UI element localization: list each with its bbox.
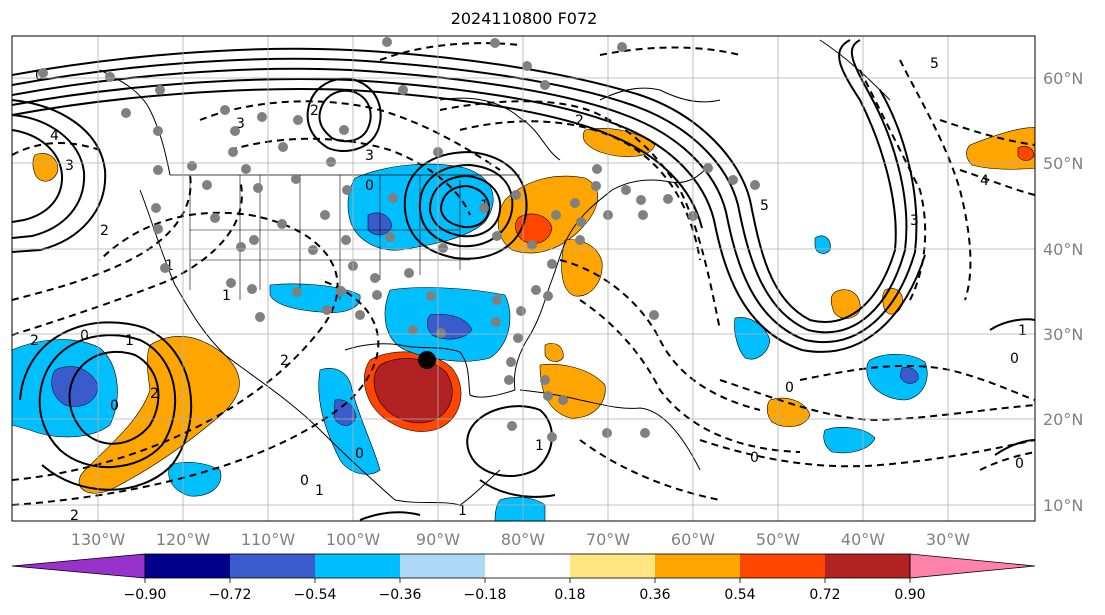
lon-label: 120°W (156, 530, 211, 549)
contour-label: 1 (1018, 323, 1027, 339)
contour-label: 2 (280, 353, 289, 369)
colorbar-segment (145, 554, 230, 578)
strong-negative-regions (51, 212, 919, 426)
lon-label: 100°W (326, 530, 381, 549)
lat-label: 60°N (1043, 69, 1083, 88)
contour-label: 3 (65, 158, 74, 174)
lon-label: 30°W (926, 530, 970, 549)
contour-label: 0 (1015, 456, 1024, 472)
colorbar-tick-label: 0.90 (894, 587, 925, 603)
political-borders (189, 175, 470, 300)
contour-label: 2 (30, 333, 39, 349)
colorbar-segment (315, 554, 400, 578)
contour-label: 5 (760, 198, 769, 214)
colorbar: −0.90 −0.72 −0.54 −0.36 −0.18 0.18 0.36 … (11, 553, 1036, 603)
latitude-labels: 60°N 50°N 40°N 30°N 20°N 10°N (1043, 69, 1083, 515)
storm-center-marker (418, 351, 436, 369)
lon-label: 40°W (841, 530, 885, 549)
contour-label: 4 (50, 128, 59, 144)
contour-label: 2 (100, 223, 109, 239)
contour-label: 5 (930, 56, 939, 72)
dashed-contours (12, 42, 1035, 506)
lat-label: 40°N (1043, 240, 1083, 259)
colorbar-segment (740, 554, 825, 578)
colorbar-tick-label: −0.18 (464, 587, 507, 603)
contour-label: 0 (110, 398, 119, 414)
colorbar-tick-labels: −0.90 −0.72 −0.54 −0.36 −0.18 0.18 0.36 … (124, 587, 926, 603)
contour-label: 0 (80, 328, 89, 344)
colorbar-segment (400, 554, 485, 578)
contour-label: 0 (785, 380, 794, 396)
contour-label: 3 (236, 116, 245, 132)
lat-label: 10°N (1043, 496, 1083, 515)
colorbar-segment (655, 554, 740, 578)
contour-label: 0 (750, 450, 759, 466)
colorbar-outline (144, 553, 911, 579)
colorbar-tick-label: −0.36 (379, 587, 422, 603)
contour-label: 2 (310, 103, 319, 119)
lon-label: 70°W (586, 530, 630, 549)
colorbar-segment (825, 554, 910, 578)
longitude-labels: 130°W 120°W 110°W 100°W 90°W 80°W 70°W 6… (71, 530, 970, 549)
contour-label: 1 (458, 503, 467, 519)
contour-label: 2 (70, 508, 79, 524)
contour-label: 0 (365, 178, 374, 194)
contour-label: 3 (910, 213, 919, 229)
contour-label: 0 (300, 473, 309, 489)
contour-label: 1 (315, 483, 324, 499)
colorbar-tick-label: 0.54 (724, 587, 755, 603)
contour-label: 4 (980, 173, 989, 189)
map-frame (11, 35, 1036, 522)
contour-label: 0 (1010, 351, 1019, 367)
lon-label: 110°W (241, 530, 296, 549)
map-content: 0 4 3 2 2 3 0 3 1 0 2 2 1 2 0 2 0 0 1 1 … (12, 36, 1035, 524)
colorbar-tick-label: 0.18 (554, 587, 585, 603)
lon-label: 60°W (671, 530, 715, 549)
colorbar-min-arrow (11, 553, 146, 579)
colorbar-tick-label: −0.54 (294, 587, 337, 603)
colorbar-segment (570, 554, 655, 578)
grid-lines (12, 36, 1035, 521)
solid-contours (12, 39, 1035, 521)
station-dots (38, 37, 760, 442)
lon-label: 130°W (71, 530, 126, 549)
lon-label: 50°W (756, 530, 800, 549)
lat-label: 20°N (1043, 410, 1083, 429)
colorbar-tick-label: 0.36 (639, 587, 670, 603)
colorbar-tick-label: 0.72 (809, 587, 840, 603)
contour-label: 3 (365, 148, 374, 164)
colorbar-max-arrow (909, 553, 1036, 579)
contour-label: 2 (575, 113, 584, 129)
contour-label: 1 (535, 438, 544, 454)
colorbar-tick-label: −0.72 (209, 587, 252, 603)
colorbar-tick-label: −0.90 (124, 587, 167, 603)
lat-label: 50°N (1043, 154, 1083, 173)
lat-label: 30°N (1043, 325, 1083, 344)
lon-label: 80°W (501, 530, 545, 549)
colorbar-segment (485, 554, 570, 578)
contour-label: 1 (125, 333, 134, 349)
contour-label: 0 (355, 446, 364, 462)
contour-label: 2 (150, 386, 159, 402)
lon-label: 90°W (416, 530, 460, 549)
colorbar-ticks (144, 578, 911, 583)
plot-title: 2024110800 F072 (450, 9, 598, 28)
contour-label: 1 (222, 288, 231, 304)
colorbar-segment (230, 554, 315, 578)
